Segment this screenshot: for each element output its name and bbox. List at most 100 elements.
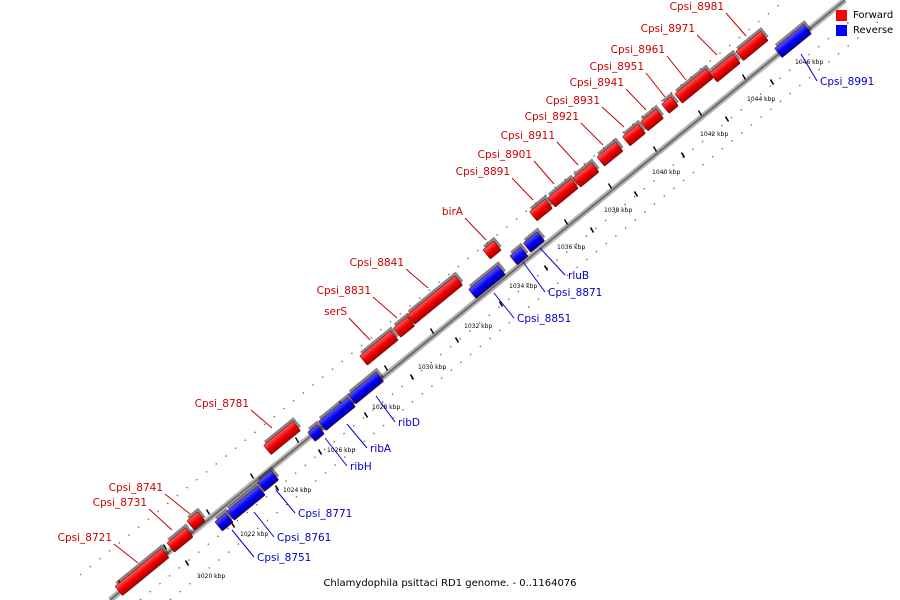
leader-line xyxy=(148,508,173,531)
gene-box-cpsi-8871 xyxy=(509,242,529,265)
gene-label-cpsi-8851: Cpsi_8851 xyxy=(517,313,571,325)
tick-label: 1020 kbp xyxy=(197,573,225,580)
leader-line xyxy=(493,292,515,319)
gene-box-cpsi-8981 xyxy=(735,27,769,61)
gene-box-cpsi-8941 xyxy=(640,104,664,131)
gene-label-cpsi-8771: Cpsi_8771 xyxy=(298,508,352,520)
gene-box-cpsi-8731 xyxy=(167,523,194,553)
leader-line xyxy=(231,529,255,558)
gene-box-rlub xyxy=(523,227,546,253)
legend-item-forward: Forward xyxy=(836,8,893,23)
gene-box-cpsi-8951 xyxy=(661,92,679,114)
gene-label-bira: birA xyxy=(442,206,464,218)
gene-label-cpsi-8901: Cpsi_8901 xyxy=(478,149,532,161)
gene-label-cpsi-8751: Cpsi_8751 xyxy=(257,552,311,564)
gene-label-cpsi-8941: Cpsi_8941 xyxy=(570,77,624,89)
gene-labels: Cpsi_8721 Cpsi_8731 Cpsi_8741 Cpsi_8781 serS… xyxy=(58,1,875,564)
minor-tick xyxy=(249,473,255,479)
leader-line xyxy=(253,511,275,538)
leader-line xyxy=(348,317,371,341)
tick-mark xyxy=(363,412,369,418)
gene-box-ribd xyxy=(348,367,385,404)
tick-layer: 1020 kbp 1022 kbp 1024 kbp 1026 kbp 1028 kbp… xyxy=(117,37,823,586)
gene-box-cpsi-8771 xyxy=(257,466,280,492)
leader-line xyxy=(511,177,534,201)
tick-label: 1042 kbp xyxy=(700,131,728,138)
tick-mark xyxy=(454,337,460,343)
gene-box-cpsi-8991 xyxy=(774,20,812,58)
tick-mark xyxy=(498,301,504,307)
minor-tick xyxy=(652,146,658,152)
gene-label-cpsi-8721: Cpsi_8721 xyxy=(58,532,112,544)
tick-mark xyxy=(274,485,280,491)
genome-backbone xyxy=(108,0,847,600)
tick-mark xyxy=(184,560,190,566)
minor-tick xyxy=(697,110,703,116)
tick-label: 1026 kbp xyxy=(327,447,355,454)
leader-line xyxy=(625,88,647,111)
leader-line xyxy=(666,55,687,81)
gene-box-cpsi-8921 xyxy=(597,137,624,167)
leader-line xyxy=(539,247,566,276)
gene-box-bira xyxy=(482,236,502,259)
gene-box-cpsi-8901 xyxy=(547,174,579,207)
gene-box-ribh xyxy=(307,420,325,442)
gene-box-sers xyxy=(359,326,399,366)
gene-box-cpsi-8741 xyxy=(186,507,206,530)
legend-item-reverse: Reverse xyxy=(836,23,893,38)
gene-box-riba xyxy=(318,393,356,431)
tick-mark xyxy=(543,265,549,271)
gene-label-cpsi-8921: Cpsi_8921 xyxy=(525,111,579,123)
gene-label-sers: serS xyxy=(324,306,347,318)
gene-box-cpsi-8971 xyxy=(709,49,741,82)
gene-label-cpsi-8741: Cpsi_8741 xyxy=(109,482,163,494)
legend-label-reverse: Reverse xyxy=(853,25,894,36)
gene-box-cpsi-8931 xyxy=(622,119,646,146)
tick-label: 1034 kbp xyxy=(509,283,537,290)
leader-line xyxy=(324,437,348,467)
minor-tick xyxy=(383,365,389,371)
leader-line xyxy=(725,12,747,37)
leader-line xyxy=(580,122,604,146)
gene-label-ribh: ribH xyxy=(350,461,372,473)
forward-swatch xyxy=(836,10,847,21)
leader-line xyxy=(372,296,398,319)
gene-label-cpsi-8981: Cpsi_8981 xyxy=(670,1,724,13)
tick-label: 1022 kbp xyxy=(240,531,268,538)
gene-label-rlub: rluB xyxy=(568,270,589,282)
leader-line xyxy=(164,493,191,515)
gene-box-cpsi-8721 xyxy=(115,544,170,596)
gene-label-cpsi-8831: Cpsi_8831 xyxy=(317,285,371,297)
gene-label-cpsi-8761: Cpsi_8761 xyxy=(277,532,331,544)
gene-label-cpsi-8841: Cpsi_8841 xyxy=(350,257,404,269)
tick-label: 1036 kbp xyxy=(557,244,585,251)
gene-label-cpsi-8951: Cpsi_8951 xyxy=(590,61,644,73)
leader-line xyxy=(601,106,625,128)
tick-mark xyxy=(633,191,639,197)
leader-line xyxy=(556,141,579,166)
tick-mark xyxy=(724,116,730,122)
tick-label: 1038 kbp xyxy=(604,207,632,214)
gene-label-ribd: ribD xyxy=(398,417,420,429)
leader-line xyxy=(405,268,429,289)
tick-mark xyxy=(409,374,415,380)
gene-layer xyxy=(115,20,812,596)
leader-line xyxy=(800,53,818,82)
gene-label-cpsi-8871: Cpsi_8871 xyxy=(548,287,602,299)
leader-line xyxy=(645,72,666,98)
gene-label-riba: ribA xyxy=(370,443,392,455)
leader-line xyxy=(275,489,296,514)
gene-box-cpsi-8851 xyxy=(468,261,506,299)
tick-mark xyxy=(317,449,323,455)
leader-line xyxy=(375,395,396,423)
tick-label: 1032 kbp xyxy=(464,323,492,330)
minor-tick xyxy=(741,74,747,80)
gene-box-cpsi-8781 xyxy=(263,417,301,455)
gene-box-cpsi-8911 xyxy=(573,158,600,188)
leader-line xyxy=(533,160,555,185)
leader-line xyxy=(113,543,139,564)
minor-tick xyxy=(607,183,613,189)
tick-label: 1046 kbp xyxy=(795,59,823,66)
tick-mark xyxy=(680,152,686,158)
map-title: Chlamydophila psittaci RD1 genome. - 0..… xyxy=(323,578,577,589)
